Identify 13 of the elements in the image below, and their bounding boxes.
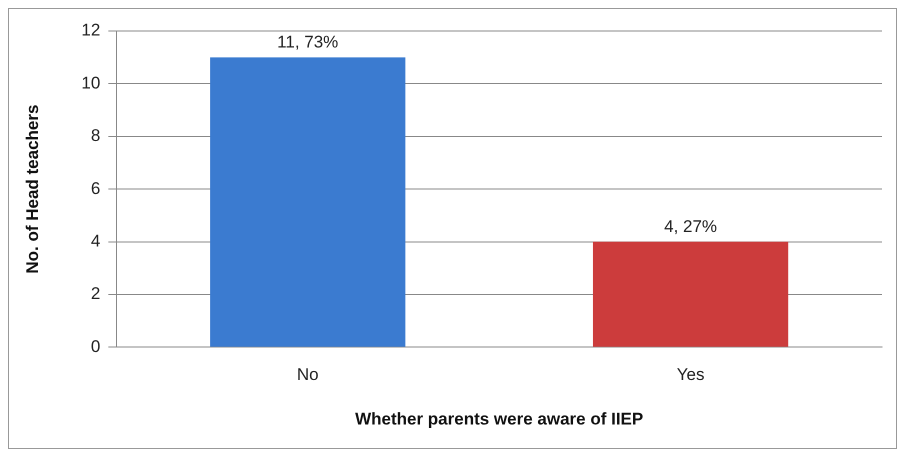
y-tick-label: 4 xyxy=(90,231,100,250)
x-axis-title: Whether parents were aware of IIEP xyxy=(355,409,644,428)
x-tick-label: No xyxy=(296,365,319,384)
y-tick-label: 0 xyxy=(90,336,100,356)
y-tick-label: 6 xyxy=(90,178,100,198)
y-tick-label: 12 xyxy=(81,20,100,40)
data-label: 4, 27% xyxy=(664,216,718,236)
y-tick-label: 10 xyxy=(81,73,100,92)
x-tick-label: Yes xyxy=(676,365,704,384)
data-label: 11, 73% xyxy=(277,32,338,52)
y-axis-title: No. of Head teachers xyxy=(22,104,42,274)
y-tick-label: 8 xyxy=(90,126,100,146)
y-tick-label: 2 xyxy=(90,284,100,304)
